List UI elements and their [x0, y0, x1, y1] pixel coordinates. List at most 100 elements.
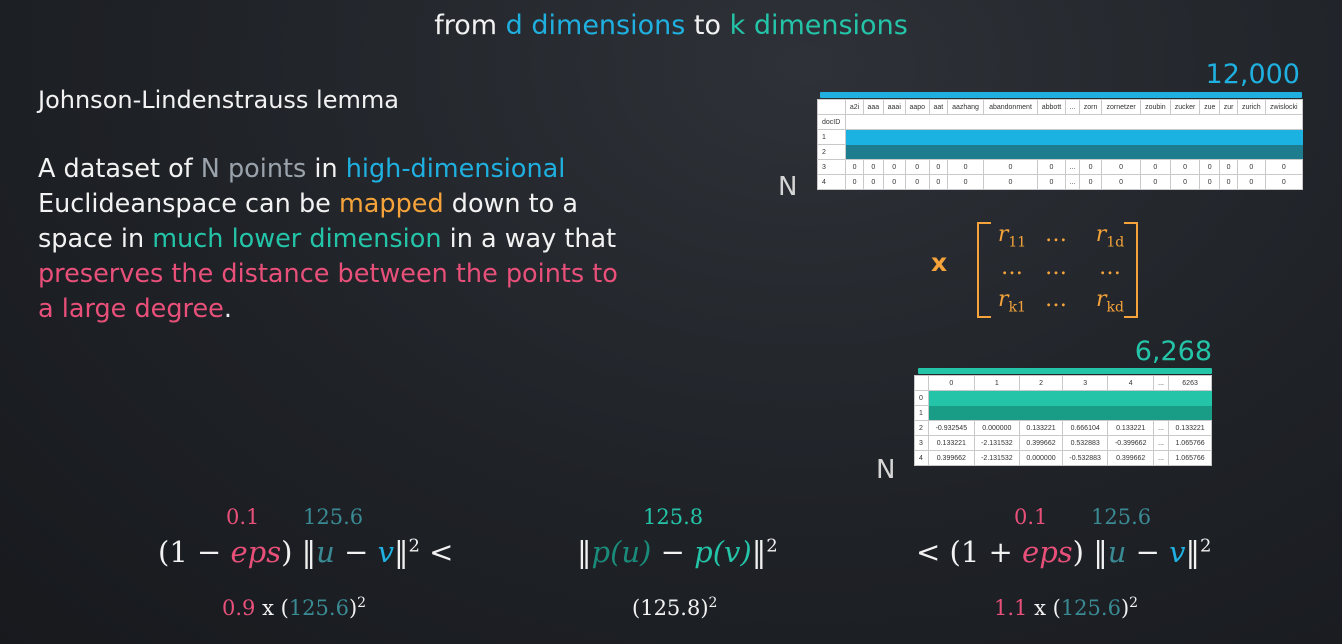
t1-cell: 0	[1036, 174, 1067, 190]
t1-row: 2	[816, 144, 1303, 160]
t2-cell: 0.133221	[1019, 420, 1063, 436]
matrix-r11: r11	[997, 222, 1027, 251]
slide-title: from d dimensions to k dimensions	[0, 10, 1342, 41]
left-substitution: 0.9 x (125.6)2	[222, 595, 367, 620]
t2-column-header: 6263	[1168, 375, 1212, 391]
lemma-lower-dimension: much lower dimension	[152, 224, 442, 254]
t1-column-header	[816, 99, 847, 115]
matrix-dots-5: …	[1045, 287, 1067, 312]
t2-cell: 0.000000	[1019, 450, 1063, 466]
t2-cell: 1.065766	[1168, 435, 1212, 451]
t1-cell: 0	[928, 174, 948, 190]
t1-cell: 0	[1264, 174, 1304, 190]
right-substitution: 1.1 x (125.6)2	[994, 595, 1139, 620]
t1-column-header: abbott	[1036, 99, 1067, 115]
t1-column-header: zoubin	[1140, 99, 1171, 115]
t1-column-header: aaai	[882, 99, 906, 115]
t1-column-header: aapo	[904, 99, 930, 115]
matrix-dots-2: …	[1001, 255, 1023, 280]
matrix-dots-1: …	[1045, 222, 1067, 247]
t1-row-index: 4	[816, 174, 847, 190]
table1-term-matrix: a2i aaa aaai aapo aat aazhang abandonment abbot…	[816, 99, 1304, 190]
t1-column-header: zornetzer	[1101, 99, 1142, 115]
t1-cell: 0	[1101, 159, 1142, 175]
t1-row-index: 1	[816, 129, 847, 145]
t2-cell: 0.133221	[1107, 420, 1154, 436]
t1-cell: 0	[1237, 174, 1266, 190]
t2-row: 3 0.133221 -2.131532 0.399662 0.532883 -0.399…	[913, 435, 1212, 451]
matrix-dots-4: …	[1099, 255, 1121, 280]
t1-column-header: aat	[928, 99, 948, 115]
t1-column-header: a2i	[845, 99, 864, 115]
t1-cell: 0	[845, 174, 864, 190]
t2-cell: 0.399662	[1019, 435, 1063, 451]
t1-cell: 0	[946, 159, 985, 175]
t1-cell: 0	[1140, 174, 1171, 190]
t2-cell: -0.399662	[1107, 435, 1154, 451]
t1-column-header: zwislocki	[1264, 99, 1304, 115]
left-eps-value: 0.1	[226, 505, 260, 529]
t1-cell: 0	[928, 159, 948, 175]
t1-column-header: ...	[1065, 99, 1080, 115]
t1-cell: 0	[1199, 174, 1221, 190]
t1-cell: 0	[983, 159, 1038, 175]
t1-column-header: zue	[1199, 99, 1221, 115]
t2-cell: 0.532883	[1061, 435, 1109, 451]
table1-index-name: docID	[816, 114, 847, 130]
table2-projected-matrix: 0 1 2 3 4... 6263 0 1 2 -0.932545 0.000000 0.13322…	[913, 375, 1212, 466]
title-to: to	[693, 10, 722, 41]
lemma-text-3: Euclideanspace can be	[38, 189, 331, 219]
t1-cell: 0	[1199, 159, 1221, 175]
lemma-text-4: down to a space in	[38, 189, 579, 254]
t2-row-index: 2	[913, 420, 930, 436]
t2-row-index: 1	[913, 405, 930, 421]
t1-cell: 0	[1264, 159, 1304, 175]
lemma-text-5: in a way that	[449, 224, 617, 254]
t2-cell: -0.532883	[1061, 450, 1109, 466]
t1-column-header: abandonment	[983, 99, 1038, 115]
table1-dimension-bar	[820, 92, 1302, 98]
lemma-n-points: N points	[200, 154, 307, 184]
lemma-preserves: preserves the distance between the point…	[38, 259, 618, 324]
t1-cell: 0	[904, 174, 930, 190]
t2-column-header: 1	[973, 375, 1021, 391]
t2-column-header: ...	[1152, 375, 1170, 391]
t1-column-header: aaa	[862, 99, 884, 115]
lemma-title: Johnson-Lindenstrauss lemma	[38, 86, 399, 114]
lemma-body: A dataset of N points in high-dimensiona…	[38, 152, 638, 327]
t2-cell: -2.131532	[973, 435, 1021, 451]
t1-cell: 0	[1219, 174, 1239, 190]
left-distance-value: 125.6	[303, 505, 364, 529]
t2-cell: 0.399662	[1107, 450, 1154, 466]
right-eps-value: 0.1	[1014, 505, 1048, 529]
t1-cell: 0	[983, 174, 1038, 190]
middle-projected-distance: ‖p(u) − p(v)‖2	[577, 535, 778, 569]
table2-dimension-bar	[918, 368, 1212, 374]
t1-cell: 0	[946, 174, 985, 190]
left-inequality: (1 − eps) ‖u − v‖2 <	[158, 535, 454, 569]
matrix-left-bracket	[977, 222, 991, 318]
table1-n-label: N	[778, 172, 798, 202]
t1-cell: 0	[1078, 159, 1103, 175]
title-d-dimensions: d dimensions	[505, 10, 686, 41]
t2-cell: -0.932545	[928, 420, 975, 436]
t1-column-header: zorn	[1078, 99, 1103, 115]
lemma-period: .	[223, 294, 232, 324]
lemma-mapped: mapped	[338, 189, 444, 219]
t1-cell: 0	[1169, 159, 1201, 175]
title-k-dimensions: k dimensions	[729, 10, 908, 41]
t2-column-header: 3	[1061, 375, 1109, 391]
t2-cell: 0.133221	[928, 435, 975, 451]
t1-cell: ...	[1065, 159, 1080, 175]
t1-cell: 0	[904, 159, 930, 175]
middle-substitution: (125.8)2	[632, 595, 718, 620]
t2-highlighted-row	[928, 390, 1212, 406]
t1-cell: 0	[1078, 174, 1103, 190]
t2-highlighted-row	[928, 405, 1212, 421]
lemma-high-dimensional: high-dimensional	[345, 154, 566, 184]
table2-n-label: N	[876, 455, 896, 485]
t1-cell: 0	[882, 159, 906, 175]
multiply-sign: x	[931, 248, 948, 277]
t2-row: 0	[913, 390, 1212, 406]
t1-column-header: zucker	[1169, 99, 1201, 115]
